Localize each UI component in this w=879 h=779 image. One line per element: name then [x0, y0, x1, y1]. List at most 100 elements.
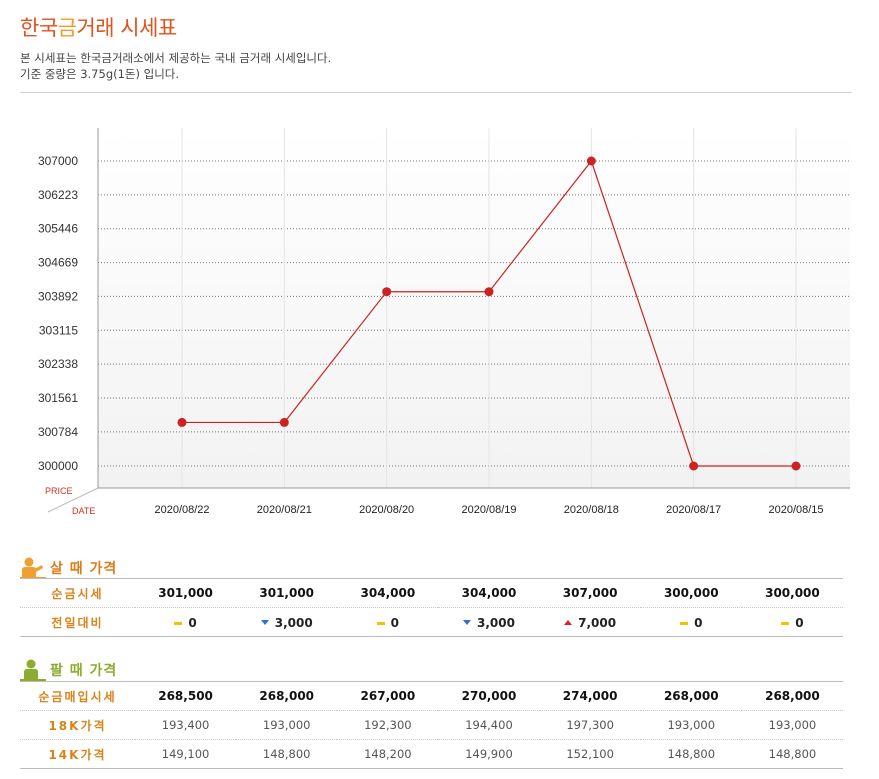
- data-point: [484, 287, 494, 297]
- row-header: 순금시세: [20, 578, 135, 608]
- price-cell: 194,400: [438, 710, 540, 740]
- price-cell: 193,400: [135, 710, 237, 740]
- x-tick-label: 2020/08/18: [564, 504, 619, 516]
- price-cell: 267,000: [337, 681, 439, 711]
- y-tick-label: 306223: [38, 188, 78, 202]
- row-header: 18K가격: [20, 710, 135, 740]
- data-point: [791, 461, 801, 471]
- price-cell: 301,000: [135, 578, 237, 608]
- y-tick-label: 300784: [38, 425, 78, 439]
- change-indicator-icon: [463, 620, 471, 626]
- price-cell: 148,800: [640, 739, 742, 769]
- table-row: 순금시세 301,000 301,000 304,000 304,000 307…: [20, 578, 843, 608]
- y-tick-label: 304669: [38, 256, 78, 270]
- person-icon: [20, 557, 46, 579]
- price-cell: 148,200: [337, 739, 439, 769]
- price-cell: 301,000: [236, 578, 338, 608]
- price-cell: 149,900: [438, 739, 540, 769]
- change-cell: 0: [741, 607, 843, 637]
- y-tick-label: 307000: [38, 154, 78, 168]
- price-cell: 193,000: [741, 710, 843, 740]
- corner-diagonal: [47, 487, 99, 513]
- change-indicator-icon: [564, 620, 573, 626]
- change-value: 0: [795, 616, 804, 631]
- price-cell: 270,000: [438, 681, 540, 711]
- change-cell: 0: [640, 607, 742, 637]
- price-cell: 307,000: [539, 578, 641, 608]
- table-row: 전일대비 0 3,000 0 3,000 7,000 0 0: [20, 607, 843, 637]
- x-tick-label: 2020/08/15: [768, 504, 823, 516]
- change-value: 3,000: [477, 615, 515, 630]
- price-cell: 268,000: [741, 681, 843, 711]
- change-cell: 7,000: [539, 607, 641, 637]
- page-title: 한국금거래 시세표: [20, 12, 177, 42]
- y-tick-label: 301561: [38, 391, 78, 405]
- data-point: [279, 417, 289, 427]
- change-indicator-icon: [174, 621, 183, 625]
- price-cell: 274,000: [539, 681, 641, 711]
- change-indicator-icon: [260, 620, 269, 626]
- data-point: [689, 461, 699, 471]
- title-part-2: 금: [57, 16, 77, 40]
- price-cell: 268,000: [640, 681, 742, 711]
- sell-price-table: 순금시세 301,000 301,000 304,000 304,000 307…: [20, 578, 843, 637]
- header-divider: [20, 92, 852, 93]
- price-cell: 192,300: [337, 710, 439, 740]
- price-line-chart: 300000 300784 301561 302338 303115 303892 3046…: [38, 128, 850, 516]
- sell-heading-label: 살 때 가격: [50, 561, 118, 577]
- change-cell: 0: [337, 607, 439, 637]
- change-value: 0: [694, 616, 703, 631]
- y-tick-label: 305446: [38, 222, 78, 236]
- description-line-2: 기준 중량은 3.75g(1돈) 입니다.: [20, 67, 180, 81]
- row-header: 순금매입시세: [20, 681, 135, 711]
- buy-section-heading: 팔 때 가격: [20, 658, 117, 682]
- title-part-3: 거래 시세표: [76, 16, 177, 40]
- x-tick-label: 2020/08/20: [359, 504, 414, 516]
- title-part-1: 한국: [20, 16, 58, 40]
- buy-heading-label: 팔 때 가격: [50, 663, 118, 679]
- price-cell: 148,800: [741, 739, 843, 769]
- change-cell: 3,000: [438, 607, 540, 637]
- row-header: 전일대비: [20, 607, 135, 637]
- price-cell: 268,000: [236, 681, 338, 711]
- data-point: [382, 287, 392, 297]
- table-row: 순금매입시세 268,500 268,000 267,000 270,000 2…: [20, 681, 843, 711]
- price-cell: 197,300: [539, 710, 641, 740]
- change-cell: 3,000: [236, 607, 338, 637]
- x-tick-label: 2020/08/17: [666, 504, 721, 516]
- price-cell: 304,000: [438, 578, 540, 608]
- price-cell: 149,100: [135, 739, 237, 769]
- plot-background: [98, 128, 850, 488]
- description-line-1: 본 시세표는 한국금거래소에서 제공하는 국내 금거래 시세입니다.: [20, 51, 332, 65]
- sell-section-heading: 살 때 가격: [20, 556, 117, 580]
- change-indicator-icon: [680, 621, 689, 625]
- y-corner-label: PRICE: [45, 486, 73, 496]
- change-value: 0: [188, 616, 197, 631]
- price-cell: 300,000: [741, 578, 843, 608]
- change-indicator-icon: [376, 621, 385, 625]
- change-indicator-icon: [781, 621, 790, 625]
- x-corner-label: DATE: [72, 506, 95, 516]
- y-tick-label: 303115: [39, 323, 78, 337]
- data-point: [177, 417, 187, 427]
- page-description: 본 시세표는 한국금거래소에서 제공하는 국내 금거래 시세입니다. 기준 중량…: [20, 50, 331, 82]
- price-cell: 193,000: [640, 710, 742, 740]
- price-cell: 304,000: [337, 578, 439, 608]
- price-cell: 268,500: [135, 681, 237, 711]
- price-cell: 300,000: [640, 578, 742, 608]
- change-value: 0: [390, 616, 400, 631]
- person-icon: [20, 659, 46, 681]
- change-value: 7,000: [578, 615, 617, 630]
- y-tick-label: 300000: [38, 459, 78, 473]
- row-header: 14K가격: [20, 739, 135, 769]
- price-cell: 193,000: [236, 710, 338, 740]
- buy-price-table: 순금매입시세 268,500 268,000 267,000 270,000 2…: [20, 681, 843, 769]
- x-tick-label: 2020/08/22: [154, 504, 209, 516]
- data-point: [586, 156, 596, 166]
- y-tick-label: 303892: [38, 289, 78, 303]
- price-cell: 148,800: [236, 739, 338, 769]
- table-row: 14K가격 149,100 148,800 148,200 149,900 15…: [20, 739, 843, 769]
- x-tick-label: 2020/08/19: [461, 504, 516, 516]
- table-row: 18K가격 193,400 193,000 192,300 194,400 19…: [20, 710, 843, 740]
- change-cell: 0: [135, 607, 237, 637]
